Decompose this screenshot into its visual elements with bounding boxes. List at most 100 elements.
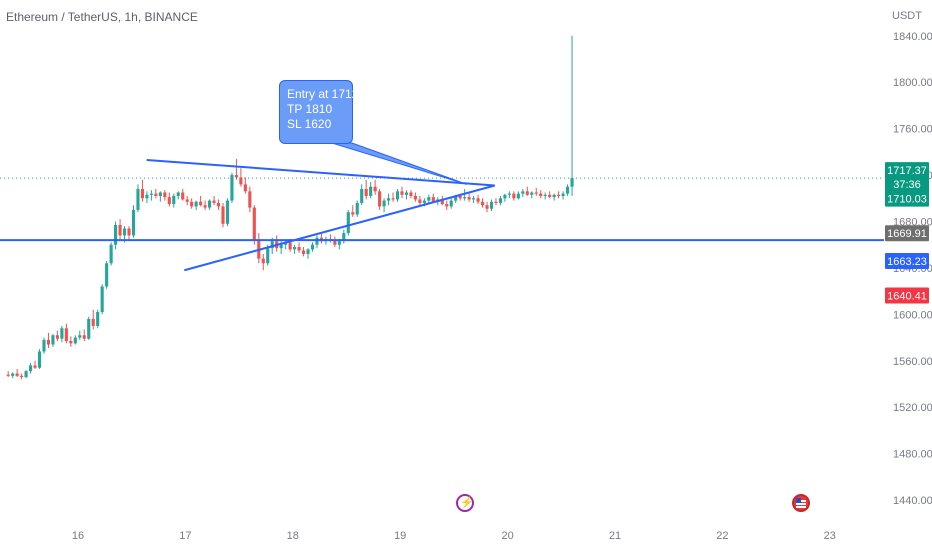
candle [73, 335, 77, 345]
candle-body [194, 201, 198, 207]
candle-body [105, 263, 109, 287]
candle-body [418, 199, 422, 203]
candle-body [11, 373, 15, 376]
candle [190, 198, 194, 209]
candle-body [333, 240, 337, 245]
candle [378, 189, 382, 210]
candle [315, 235, 319, 249]
candle-body [355, 202, 359, 215]
candle [557, 191, 561, 199]
price-label-tag: 1669.91 [885, 225, 929, 242]
candle [167, 192, 171, 207]
x-tick-label: 20 [501, 530, 513, 542]
price-label-tag: 1710.03 [885, 190, 929, 207]
candle-body [364, 189, 368, 196]
candle-body [485, 205, 489, 209]
candle-body [154, 193, 158, 196]
candle [225, 198, 230, 227]
candle-body [243, 184, 247, 192]
candle [297, 242, 301, 253]
y-tick-label: 1600.00 [893, 309, 932, 321]
candle-body [373, 186, 377, 192]
candle [46, 332, 51, 348]
trade-annotation-callout[interactable]: Entry at 1712 TP 1810 SL 1620 [279, 80, 358, 144]
candle [149, 190, 153, 201]
triangle-lower-trendline [184, 184, 495, 272]
y-tick-label: 1440.00 [893, 495, 932, 507]
candle [413, 192, 417, 202]
candle [539, 190, 543, 199]
price-label-text: 1669.91 [887, 228, 927, 240]
candle-body [395, 191, 400, 200]
candle-body [440, 199, 444, 205]
candle-body [449, 200, 453, 207]
price-label-text: 1710.03 [887, 194, 927, 206]
candle-body [158, 192, 162, 196]
candle [333, 236, 337, 248]
candle-body [507, 193, 511, 195]
candle-body [140, 189, 145, 199]
candle [136, 184, 140, 213]
candle-body [190, 201, 194, 207]
candle-body [252, 207, 256, 241]
candle-body [37, 351, 42, 368]
price-label-bg [885, 162, 929, 193]
candle [163, 190, 167, 201]
candle-body [463, 197, 467, 199]
candle-body [234, 175, 238, 178]
candle [391, 192, 395, 202]
us-economic-event-icon[interactable] [792, 494, 810, 512]
candle-body [78, 335, 82, 338]
price-label-text: 1717.37 [887, 165, 927, 177]
price-label-bg [885, 287, 929, 304]
candle [543, 192, 547, 200]
candle-body [565, 186, 570, 194]
candle [114, 221, 118, 250]
candle-body [261, 258, 265, 264]
price-label-bg [885, 225, 929, 242]
candle-body [96, 312, 100, 326]
candle [212, 195, 216, 206]
candle [319, 233, 324, 244]
candle [404, 190, 409, 200]
candle-body [46, 339, 51, 345]
candle-body [467, 197, 471, 200]
candle-body [248, 191, 252, 208]
candle [521, 189, 525, 198]
candle-body [225, 200, 230, 224]
candle-body [266, 248, 270, 264]
y-tick-label: 1760.00 [893, 124, 932, 136]
y-tick-label: 1800.00 [893, 77, 932, 89]
x-tick-label: 22 [716, 530, 728, 542]
candle [199, 195, 203, 207]
candle [525, 186, 529, 196]
candle [472, 195, 476, 203]
candle-body [73, 337, 77, 344]
candle [203, 200, 207, 210]
candle [293, 244, 297, 254]
candle [310, 242, 315, 252]
candle-body [172, 195, 176, 205]
candle [463, 189, 467, 201]
candle [15, 368, 19, 378]
candle-body [149, 193, 153, 195]
candle-body [548, 194, 552, 198]
price-label-tag: 1717.37 37:36 [885, 162, 929, 193]
candle [364, 179, 368, 200]
candle [154, 189, 158, 199]
candle-body [212, 200, 216, 203]
candle [565, 184, 570, 196]
candle-body [458, 195, 462, 199]
price-label-tag: 1640.41 [885, 287, 929, 304]
price-label-tag: 1663.23 [885, 252, 929, 269]
candle-body [337, 241, 341, 245]
candle-body [293, 247, 297, 250]
x-tick-label: 18 [287, 530, 299, 542]
earnings-event-icon[interactable] [456, 494, 474, 512]
y-tick-label: 1480.00 [893, 449, 932, 461]
candle [360, 184, 364, 206]
candle-body [55, 335, 59, 339]
candle [185, 195, 189, 206]
candle [503, 193, 507, 202]
